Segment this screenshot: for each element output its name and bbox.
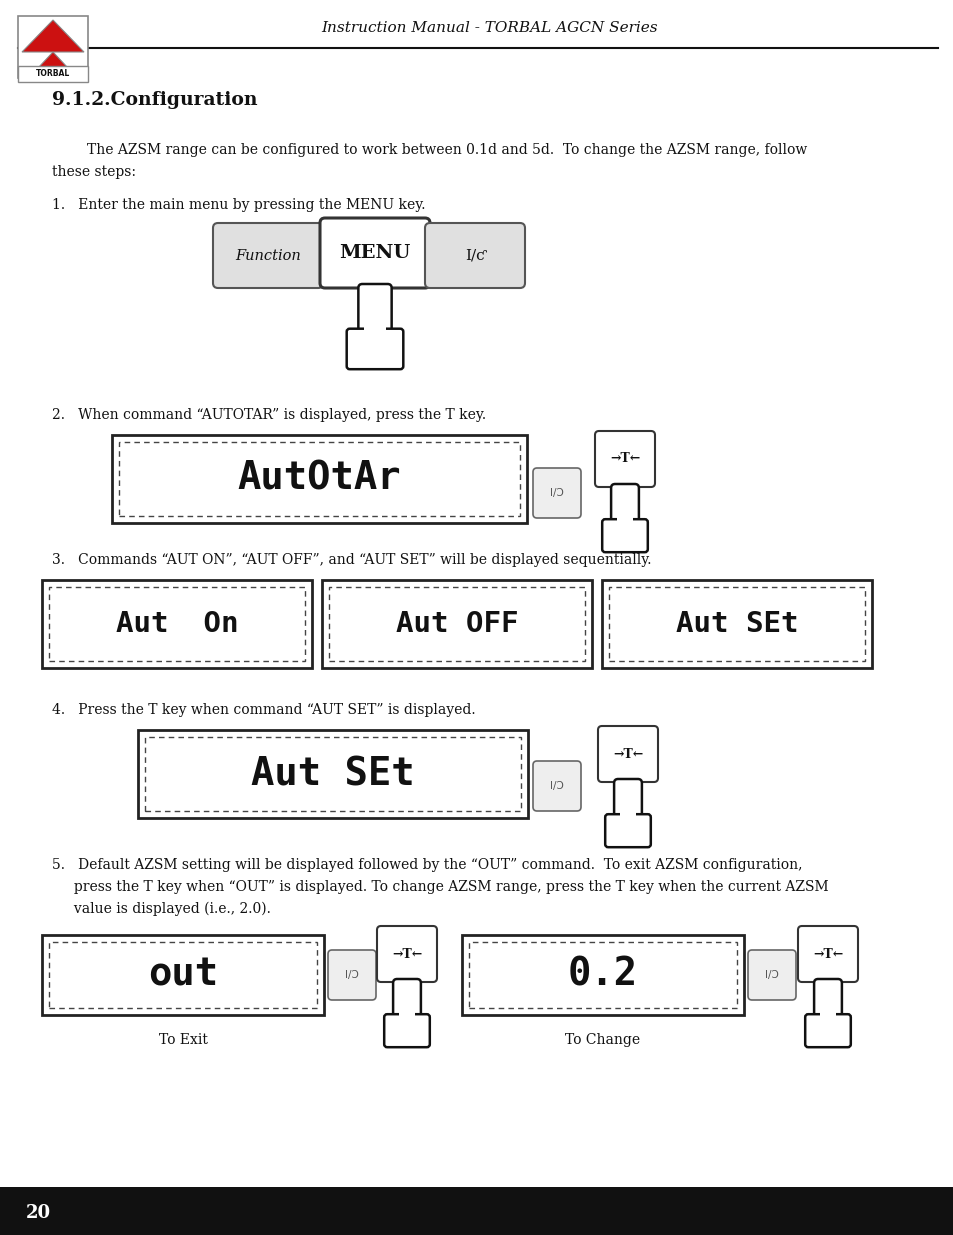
Text: Aut SEt: Aut SEt [675, 610, 798, 638]
Bar [608, 587, 864, 661]
FancyBboxPatch shape [376, 926, 436, 982]
Text: Function: Function [234, 248, 300, 263]
Text: Aut OFF: Aut OFF [395, 610, 517, 638]
Text: I/Ɔ: I/Ɔ [345, 969, 358, 981]
Polygon shape [22, 20, 84, 52]
FancyBboxPatch shape [601, 519, 647, 552]
Bar [145, 737, 520, 811]
Bar [49, 942, 316, 1008]
Text: To Change: To Change [565, 1032, 639, 1047]
Bar [364, 321, 385, 333]
Text: 1.   Enter the main menu by pressing the MENU key.: 1. Enter the main menu by pressing the M… [52, 198, 425, 212]
Text: I/Ɔ: I/Ɔ [764, 969, 778, 981]
FancyBboxPatch shape [533, 761, 580, 811]
Text: I/Ɔ: I/Ɔ [550, 488, 563, 498]
Text: To Exit: To Exit [158, 1032, 207, 1047]
Bar [18, 65, 88, 82]
Text: 5.   Default AZSM setting will be displayed followed by the “OUT” command.  To e: 5. Default AZSM setting will be displaye… [52, 858, 801, 872]
FancyBboxPatch shape [384, 1014, 430, 1047]
Text: Aut SEt: Aut SEt [251, 755, 415, 793]
Text: TORBAL: TORBAL [36, 69, 71, 79]
Text: 2.   When command “AUTOTAR” is displayed, press the T key.: 2. When command “AUTOTAR” is displayed, … [52, 408, 486, 422]
Bar [49, 587, 305, 661]
Text: I/Ɔ: I/Ɔ [550, 781, 563, 790]
Bar [601, 580, 871, 668]
Text: →T←: →T← [812, 947, 842, 961]
FancyBboxPatch shape [614, 779, 641, 821]
Text: I/ƈ: I/ƈ [465, 248, 484, 263]
Text: The AZSM range can be configured to work between 0.1d and 5d.  To change the AZS: The AZSM range can be configured to work… [52, 143, 806, 157]
Text: value is displayed (i.e., 2.0).: value is displayed (i.e., 2.0). [52, 902, 271, 916]
FancyBboxPatch shape [393, 979, 420, 1021]
Bar [42, 580, 312, 668]
FancyBboxPatch shape [346, 329, 403, 369]
Bar [329, 587, 584, 661]
Text: press the T key when “OUT” is displayed. To change AZSM range, press the T key w: press the T key when “OUT” is displayed.… [52, 881, 828, 894]
Text: →T←: →T← [392, 947, 421, 961]
FancyBboxPatch shape [319, 219, 430, 288]
Bar [112, 435, 526, 522]
Text: 4.   Press the T key when command “AUT SET” is displayed.: 4. Press the T key when command “AUT SET… [52, 703, 476, 718]
Bar [461, 935, 743, 1015]
FancyBboxPatch shape [747, 950, 795, 1000]
FancyBboxPatch shape [598, 726, 658, 782]
Text: 20: 20 [26, 1204, 51, 1221]
Text: 3.   Commands “AUT ON”, “AUT OFF”, and “AUT SET” will be displayed sequentially.: 3. Commands “AUT ON”, “AUT OFF”, and “AU… [52, 553, 651, 567]
Bar [469, 942, 737, 1008]
Bar [119, 442, 519, 516]
FancyBboxPatch shape [604, 814, 650, 847]
FancyBboxPatch shape [533, 468, 580, 517]
Text: 0.2: 0.2 [567, 956, 638, 994]
Bar [619, 808, 636, 819]
FancyBboxPatch shape [813, 979, 841, 1021]
Bar [398, 1008, 415, 1019]
Text: →T←: →T← [612, 747, 642, 761]
Text: AutOtAr: AutOtAr [237, 459, 401, 498]
FancyBboxPatch shape [213, 224, 323, 288]
Bar [820, 1008, 835, 1019]
Text: MENU: MENU [339, 245, 410, 262]
Text: out: out [148, 956, 218, 994]
Text: Aut  On: Aut On [115, 610, 238, 638]
FancyBboxPatch shape [804, 1014, 850, 1047]
Text: 9.1.2.Configuration: 9.1.2.Configuration [52, 91, 257, 109]
Text: →T←: →T← [609, 452, 639, 466]
Text: these steps:: these steps: [52, 165, 136, 179]
Text: Instruction Manual - TORBAL AGCN Series: Instruction Manual - TORBAL AGCN Series [321, 21, 658, 35]
Bar [42, 935, 324, 1015]
Bar [138, 730, 527, 818]
FancyBboxPatch shape [358, 284, 392, 336]
FancyBboxPatch shape [595, 431, 655, 487]
Bar [0, 1187, 953, 1235]
FancyBboxPatch shape [797, 926, 857, 982]
FancyBboxPatch shape [611, 484, 639, 526]
Polygon shape [38, 52, 68, 68]
Bar [18, 16, 88, 78]
FancyBboxPatch shape [424, 224, 524, 288]
FancyBboxPatch shape [328, 950, 375, 1000]
Bar [617, 513, 632, 524]
Bar [322, 580, 592, 668]
